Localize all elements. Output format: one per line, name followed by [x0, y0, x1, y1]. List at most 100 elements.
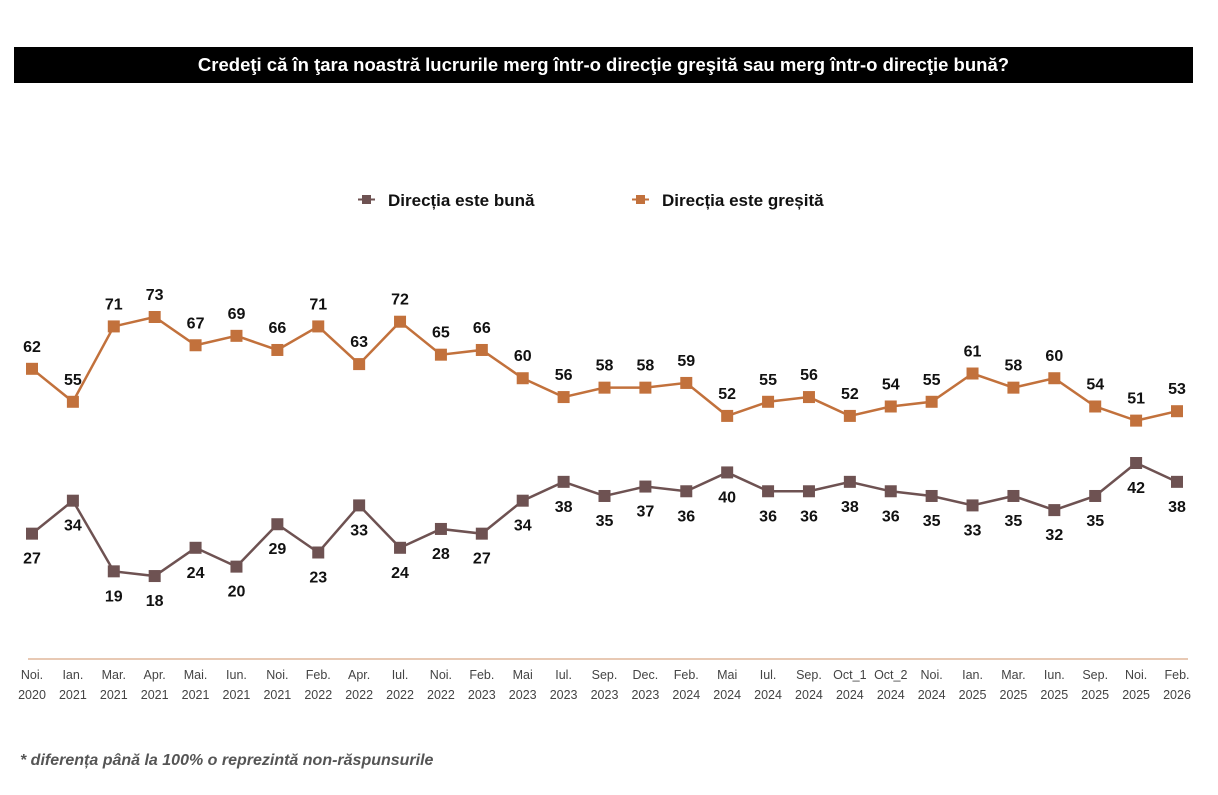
data-point	[434, 522, 447, 535]
x-tick-label: 2024	[836, 688, 864, 702]
data-point	[230, 560, 243, 573]
x-tick-label: 2025	[1040, 688, 1068, 702]
x-tick-label: 2025	[959, 688, 987, 702]
x-tick-label: Mai	[717, 668, 737, 682]
x-tick-label: Noi.	[21, 668, 43, 682]
data-point	[680, 376, 693, 389]
data-label: 36	[800, 508, 818, 525]
x-tick-label: Noi.	[921, 668, 943, 682]
x-tick-label: Feb.	[469, 668, 494, 682]
data-label: 55	[923, 372, 941, 389]
data-label: 36	[759, 508, 777, 525]
data-label: 33	[964, 522, 982, 539]
x-tick-label: 2022	[386, 688, 414, 702]
data-point	[843, 475, 856, 488]
data-point	[189, 339, 202, 352]
x-tick-label: Oct_2	[874, 668, 907, 682]
data-point	[925, 489, 938, 502]
data-label: 32	[1045, 527, 1063, 544]
data-point	[230, 329, 243, 342]
data-label: 27	[473, 551, 491, 568]
x-tick-label: 2023	[631, 688, 659, 702]
x-tick-label: Feb.	[306, 668, 331, 682]
data-point	[762, 395, 775, 408]
data-point	[1007, 489, 1020, 502]
data-label: 27	[23, 551, 41, 568]
x-tick-label: Noi.	[430, 668, 452, 682]
data-label: 28	[432, 546, 450, 563]
data-point	[721, 409, 734, 422]
x-tick-label: 2023	[591, 688, 619, 702]
data-label: 66	[268, 320, 286, 337]
x-tick-label: 2024	[713, 688, 741, 702]
x-tick-label: 2023	[468, 688, 496, 702]
data-point	[148, 570, 161, 583]
data-label: 59	[677, 353, 695, 370]
x-tick-label: 2022	[427, 688, 455, 702]
data-point	[394, 315, 407, 328]
x-tick-label: 2024	[918, 688, 946, 702]
data-point	[271, 518, 284, 531]
data-label: 73	[146, 287, 164, 304]
data-point	[475, 527, 488, 540]
x-tick-label: Iul.	[555, 668, 572, 682]
data-label: 67	[187, 315, 205, 332]
data-label: 53	[1168, 381, 1186, 398]
x-tick-label: Iun.	[1044, 668, 1065, 682]
data-point	[312, 546, 325, 559]
data-label: 40	[718, 489, 736, 506]
data-point	[189, 541, 202, 554]
x-tick-label: Ian.	[962, 668, 983, 682]
data-label: 33	[350, 522, 368, 539]
data-point	[148, 311, 161, 323]
data-label: 54	[1086, 376, 1104, 393]
data-label: 51	[1127, 391, 1145, 408]
data-point	[762, 485, 775, 498]
data-label: 52	[718, 386, 736, 403]
data-label: 38	[841, 499, 859, 516]
x-tick-label: 2021	[182, 688, 210, 702]
x-tick-label: Noi.	[266, 668, 288, 682]
legend-label: Direcția este bună	[388, 191, 535, 210]
data-point	[312, 320, 325, 333]
x-tick-label: Noi.	[1125, 668, 1147, 682]
data-label: 35	[1086, 513, 1104, 530]
data-point	[1089, 400, 1102, 413]
data-point	[598, 489, 611, 502]
x-tick-label: Sep.	[592, 668, 618, 682]
data-label: 55	[759, 372, 777, 389]
x-tick-label: 2025	[1000, 688, 1028, 702]
data-point	[1089, 489, 1102, 502]
data-point	[639, 480, 652, 493]
data-label: 35	[1005, 513, 1023, 530]
x-tick-label: 2025	[1081, 688, 1109, 702]
data-label: 35	[923, 513, 941, 530]
x-tick-label: 2025	[1122, 688, 1150, 702]
data-label: 42	[1127, 480, 1145, 497]
data-point	[557, 475, 570, 488]
x-tick-label: 2022	[304, 688, 332, 702]
x-tick-label: 2026	[1163, 688, 1191, 702]
x-tick-label: 2020	[18, 688, 46, 702]
x-tick-label: Sep.	[1082, 668, 1108, 682]
data-point	[925, 395, 938, 408]
data-label: 55	[64, 372, 82, 389]
data-label: 60	[514, 348, 532, 365]
x-tick-label: 2021	[223, 688, 251, 702]
data-point	[516, 372, 529, 385]
data-label: 18	[146, 593, 164, 610]
data-label: 37	[636, 504, 654, 521]
data-point	[271, 343, 284, 356]
x-tick-label: 2022	[345, 688, 373, 702]
data-point	[802, 391, 815, 404]
data-point	[802, 485, 815, 498]
data-label: 34	[64, 518, 82, 535]
data-point	[66, 395, 79, 408]
data-label: 36	[677, 508, 695, 525]
data-label: 66	[473, 320, 491, 337]
data-point	[353, 499, 366, 512]
data-point	[26, 362, 38, 375]
x-tick-label: 2021	[100, 688, 128, 702]
x-tick-label: Dec.	[633, 668, 659, 682]
